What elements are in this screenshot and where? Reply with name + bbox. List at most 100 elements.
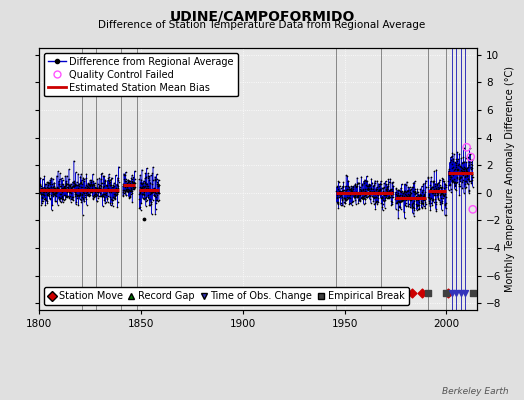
Point	[93, 198, 101, 204]
Point	[374, 192, 383, 198]
Point	[91, 188, 99, 194]
Point	[114, 174, 122, 181]
Point	[63, 172, 71, 179]
Point	[104, 186, 113, 193]
Point	[431, 188, 439, 194]
Point	[146, 198, 155, 205]
Point	[368, 191, 376, 197]
Point	[439, 176, 447, 182]
Point	[72, 190, 81, 197]
Point	[419, 203, 428, 210]
Point	[422, 201, 430, 207]
Point	[100, 197, 108, 203]
Point	[387, 202, 396, 208]
Point	[421, 180, 429, 186]
Point	[122, 178, 130, 184]
Point	[455, 150, 464, 157]
Point	[333, 183, 342, 190]
Point	[47, 207, 56, 213]
Point	[92, 191, 100, 197]
Point	[403, 188, 412, 194]
Point	[140, 184, 149, 190]
Point	[58, 189, 66, 196]
Point	[77, 180, 85, 186]
Point	[366, 196, 374, 202]
Point	[439, 194, 447, 201]
Point	[111, 196, 119, 202]
Point	[126, 190, 135, 197]
Point	[95, 190, 104, 196]
Point	[116, 290, 125, 297]
Point	[354, 200, 363, 206]
Point	[387, 186, 395, 192]
Point	[63, 194, 72, 200]
Point	[433, 192, 442, 198]
Point	[85, 191, 93, 198]
Point	[336, 185, 345, 192]
Point	[395, 193, 403, 199]
Point	[454, 156, 462, 162]
Point	[434, 184, 443, 190]
Point	[53, 187, 62, 194]
Point	[56, 194, 64, 201]
Point	[393, 195, 401, 202]
Point	[376, 189, 384, 195]
Point	[39, 188, 47, 195]
Point	[140, 196, 148, 202]
Point	[49, 184, 57, 190]
Point	[121, 182, 129, 188]
Point	[89, 196, 97, 202]
Point	[397, 189, 405, 196]
Point	[135, 190, 144, 197]
Point	[402, 192, 411, 198]
Point	[406, 192, 414, 198]
Point	[412, 196, 421, 202]
Point	[113, 204, 122, 211]
Point	[397, 185, 405, 191]
Point	[45, 188, 53, 195]
Point	[91, 189, 100, 196]
Point	[137, 207, 145, 213]
Point	[460, 145, 468, 151]
Point	[375, 188, 384, 194]
Point	[377, 290, 385, 297]
Point	[407, 197, 415, 204]
Point	[76, 192, 84, 198]
Point	[51, 185, 60, 191]
Point	[145, 202, 154, 208]
Point	[341, 194, 349, 201]
Point	[334, 199, 342, 206]
Point	[438, 197, 446, 204]
Point	[136, 184, 145, 190]
Point	[90, 186, 99, 193]
Point	[341, 189, 349, 195]
Point	[72, 186, 81, 193]
Point	[435, 185, 443, 191]
Point	[432, 166, 441, 173]
Point	[120, 182, 128, 188]
Point	[381, 195, 389, 201]
Point	[425, 196, 434, 202]
Point	[105, 180, 114, 186]
Text: Difference of Station Temperature Data from Regional Average: Difference of Station Temperature Data f…	[99, 20, 425, 30]
Point	[346, 188, 355, 194]
Point	[435, 189, 443, 195]
Point	[436, 198, 444, 205]
Point	[133, 290, 141, 297]
Point	[344, 195, 353, 201]
Point	[35, 183, 43, 190]
Point	[372, 194, 380, 200]
Point	[107, 186, 116, 193]
Point	[71, 190, 80, 197]
Point	[149, 186, 157, 193]
Point	[71, 189, 79, 196]
Point	[468, 290, 477, 297]
Point	[129, 185, 138, 191]
Point	[52, 188, 61, 194]
Point	[119, 186, 128, 193]
Point	[122, 192, 130, 198]
Point	[465, 188, 473, 194]
Point	[340, 190, 348, 196]
Point	[446, 176, 454, 183]
Point	[64, 176, 73, 182]
